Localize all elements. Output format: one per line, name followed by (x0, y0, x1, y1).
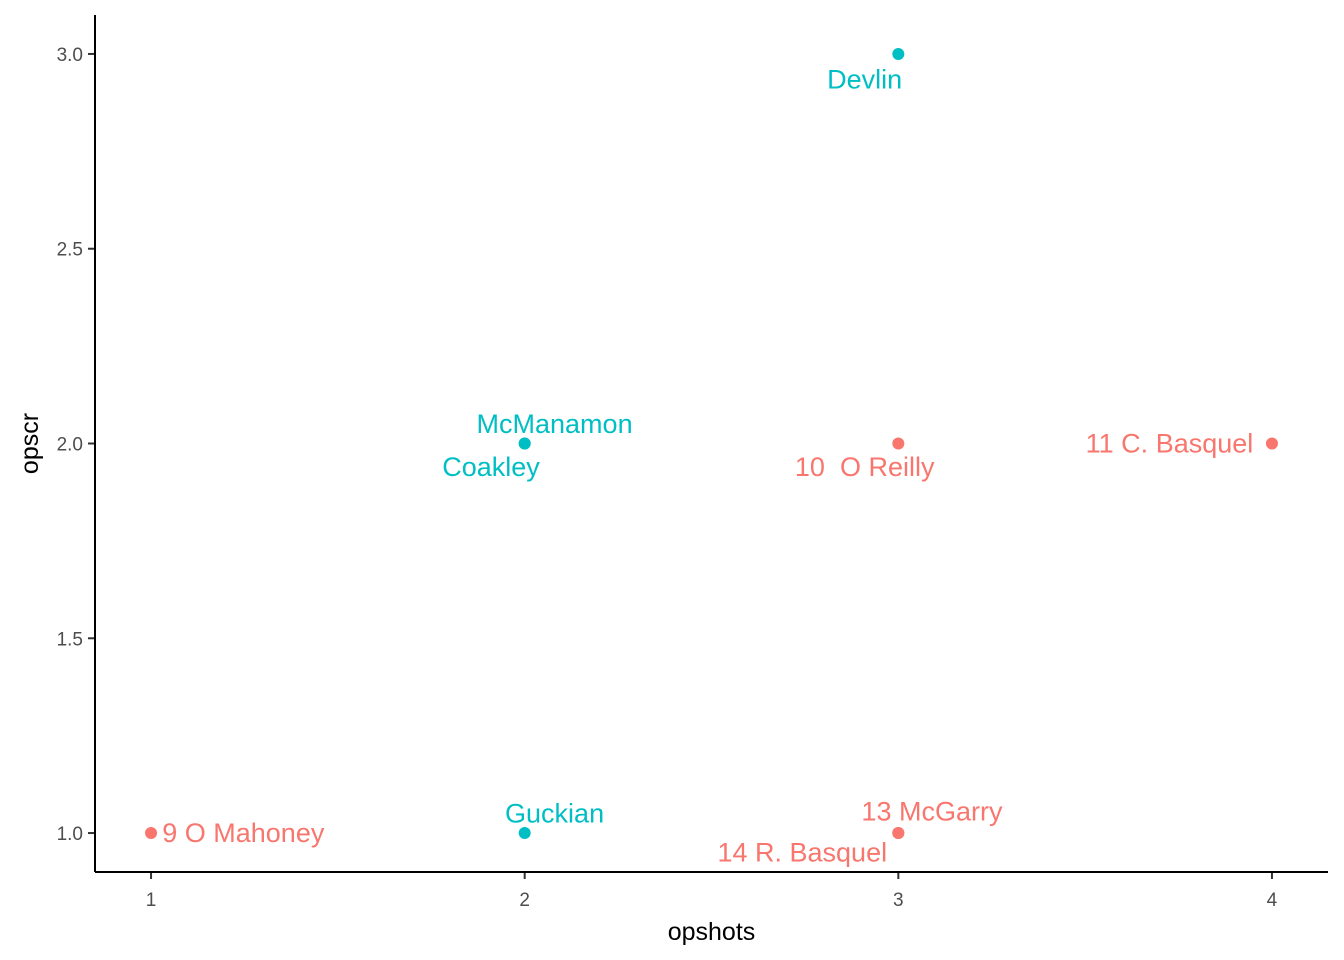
data-point (145, 827, 158, 840)
data-point (892, 827, 905, 840)
point-label: Devlin (827, 64, 902, 94)
point-label: 13 McGarry (861, 797, 1003, 827)
data-point (518, 437, 531, 450)
y-axis-ticks: 1.0 1.5 2.0 2.5 3.0 (57, 45, 95, 845)
data-point (518, 827, 531, 840)
x-tick-label: 2 (519, 890, 530, 911)
data-point (1265, 437, 1278, 450)
point-label: 10 O Reilly (795, 452, 935, 482)
point-label: McManamon (477, 409, 633, 439)
x-axis-ticks: 1 2 3 4 (146, 872, 1278, 911)
y-tick-label: 2.5 (57, 240, 83, 261)
x-tick-label: 1 (146, 890, 157, 911)
y-tick-label: 1.5 (57, 629, 83, 650)
data-point (892, 437, 905, 450)
x-tick-label: 4 (1267, 890, 1278, 911)
data-point (892, 47, 905, 60)
point-label: 14 R. Basquel (717, 838, 887, 868)
y-tick-label: 2.0 (57, 435, 83, 456)
point-label: Coakley (442, 452, 540, 482)
y-tick-label: 3.0 (57, 45, 83, 66)
data-points (145, 47, 1278, 840)
point-label: 11 C. Basquel (1086, 429, 1254, 459)
y-axis-title: opscr (16, 413, 44, 474)
y-tick-label: 1.0 (57, 824, 83, 845)
x-axis-title: opshots (668, 918, 756, 946)
point-label: Guckian (505, 799, 604, 829)
point-label: 9 O Mahoney (162, 818, 325, 848)
x-tick-label: 3 (893, 890, 904, 911)
point-labels: 9 O Mahoney Guckian 13 McGarry 14 R. Basque… (162, 64, 1253, 867)
